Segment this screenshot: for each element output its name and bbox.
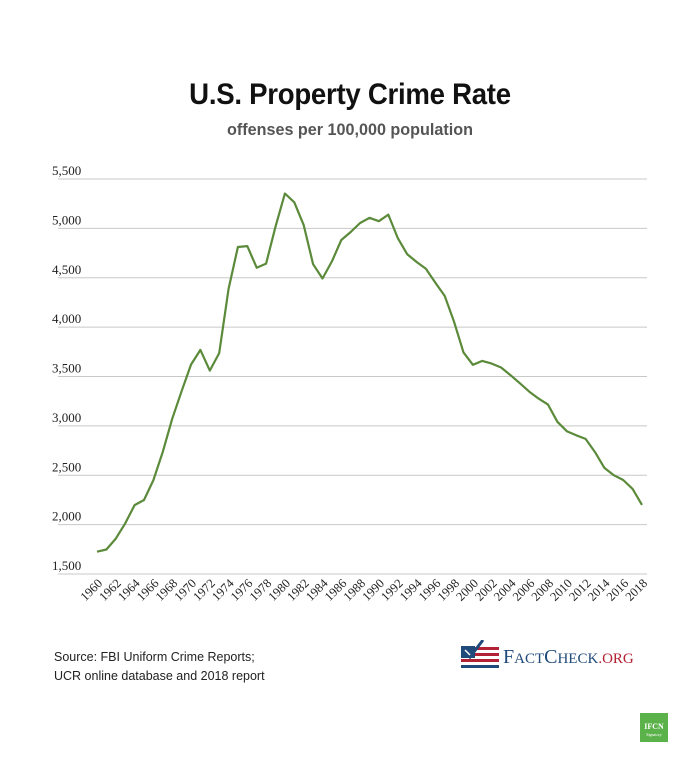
gridlines — [58, 178, 647, 575]
y-tick-label: 3,500 — [52, 361, 81, 376]
factcheck-wordmark: FACTCHECK.ORG — [503, 646, 634, 669]
line-chart: 1,500 2,000 2,500 3,000 3,500 4,000 4,500 5,000… — [52, 163, 651, 604]
ifcn-badge-text: IFCN — [644, 722, 664, 731]
logo-act: ACT — [514, 651, 545, 667]
y-tick-label: 5,500 — [52, 163, 81, 178]
ifcn-badge-subtext: Signatory — [646, 732, 662, 737]
y-tick-label: 5,000 — [52, 212, 81, 227]
source-note: Source: FBI Uniform Crime Reports; UCR o… — [54, 648, 265, 686]
chart-subtitle: offenses per 100,000 population — [227, 120, 473, 139]
x-tick-label: 2018 — [623, 576, 651, 604]
y-tick-label: 3,000 — [52, 410, 81, 425]
y-tick-label: 4,500 — [52, 262, 81, 277]
y-axis-tick-labels: 1,500 2,000 2,500 3,000 3,500 4,000 4,500 5,000… — [52, 163, 81, 573]
logo-org: .ORG — [598, 651, 634, 667]
chart-title: U.S. Property Crime Rate — [189, 78, 511, 111]
y-tick-label: 4,000 — [52, 311, 81, 326]
source-line-1: Source: FBI Uniform Crime Reports; — [54, 650, 255, 664]
y-tick-label: 1,500 — [52, 558, 81, 573]
logo-f: F — [503, 646, 515, 668]
source-line-2: UCR online database and 2018 report — [54, 669, 265, 683]
series-layer — [96, 192, 643, 553]
ifcn-badge[interactable]: IFCN Signatory — [640, 713, 668, 742]
y-tick-label: 2,000 — [52, 509, 81, 524]
logo-c: C — [544, 646, 558, 668]
y-tick-label: 2,500 — [52, 459, 81, 474]
logo-heck: HECK — [557, 651, 599, 667]
flag-checkmark-icon — [461, 640, 499, 668]
factcheck-logo[interactable]: FACTCHECK.ORG — [461, 637, 636, 673]
series-line — [96, 192, 643, 553]
x-axis-tick-labels: 1960196219641966196819701972197419761978… — [78, 576, 651, 604]
